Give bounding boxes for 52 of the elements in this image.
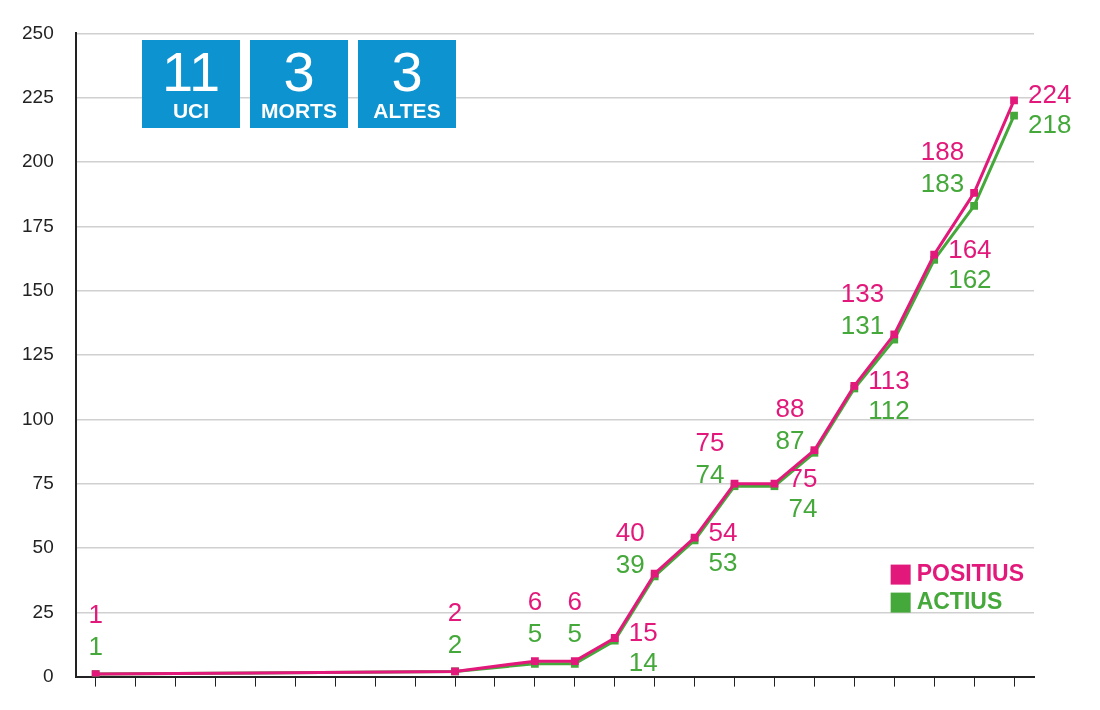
y-tick-label: 125	[22, 343, 54, 365]
data-label: 15	[628, 617, 658, 648]
data-label: 87	[775, 425, 805, 456]
y-tick-label: 50	[32, 536, 54, 558]
data-label: 6	[567, 586, 583, 617]
y-tick-label: 25	[32, 600, 54, 622]
point	[890, 330, 899, 339]
data-label: 1	[88, 599, 103, 630]
point	[970, 189, 978, 197]
data-label: 88	[775, 393, 805, 424]
data-label: 162	[948, 263, 992, 294]
point	[1010, 111, 1018, 120]
data-label: 75	[788, 462, 818, 493]
data-label: 53	[708, 546, 738, 577]
data-label: 39	[615, 548, 645, 579]
data-label: 5	[567, 618, 583, 649]
data-label: 14	[628, 647, 658, 678]
y-tick-label: 100	[22, 407, 54, 429]
point	[930, 250, 939, 259]
data-label: 40	[615, 516, 645, 547]
data-label: 75	[695, 426, 725, 457]
data-label: 2	[447, 596, 463, 627]
data-label: 188	[920, 136, 965, 167]
data-label: 133	[840, 277, 885, 308]
data-label: 5	[527, 618, 543, 649]
y-tick-label: 250	[22, 21, 54, 43]
data-label: 112	[868, 395, 910, 426]
y-tick-label: 0	[43, 664, 54, 686]
data-label: 54	[708, 516, 738, 547]
annotation: 11 UCI	[161, 40, 221, 123]
y-tick-label: 200	[22, 150, 54, 172]
y-tick-label: 175	[22, 214, 54, 236]
data-label: 131	[840, 309, 885, 340]
legend-label: ACTIUS	[916, 587, 1003, 614]
point	[970, 201, 978, 210]
data-label: 113	[868, 365, 910, 396]
annotation: 3 MORTS	[261, 40, 337, 123]
y-tick-label: 150	[22, 278, 54, 300]
data-label: 74	[695, 458, 725, 489]
data-label: 2	[447, 628, 463, 659]
annotation: 3 ALTES	[373, 40, 441, 123]
legend-label: POSITIUS	[916, 559, 1025, 586]
y-tick-label: 75	[32, 471, 54, 493]
y-tick-label: 225	[22, 85, 54, 107]
data-label: 224	[1028, 79, 1072, 110]
data-label: 218	[1028, 109, 1072, 140]
data-label: 6	[527, 586, 543, 617]
data-label: 164	[948, 233, 992, 264]
data-label: 1	[88, 631, 103, 662]
data-label: 74	[788, 492, 818, 523]
point	[1010, 96, 1018, 105]
data-label: 183	[920, 168, 965, 199]
